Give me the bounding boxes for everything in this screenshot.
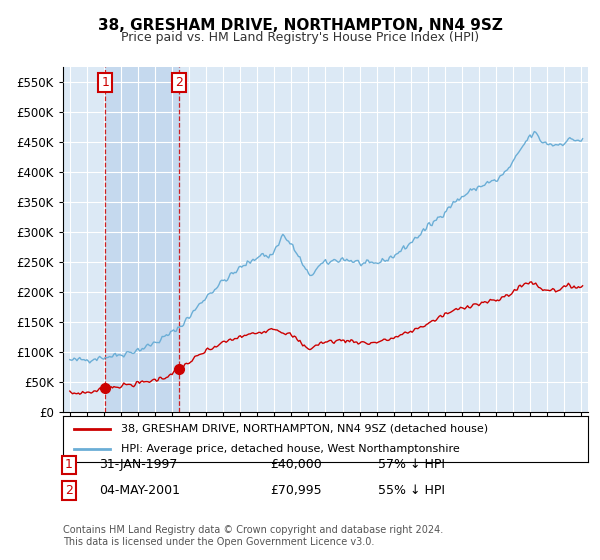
Text: 2: 2 — [175, 76, 182, 89]
Bar — [105, 67, 179, 412]
Text: Contains HM Land Registry data © Crown copyright and database right 2024.
This d: Contains HM Land Registry data © Crown c… — [63, 525, 443, 547]
Text: £40,000: £40,000 — [270, 458, 322, 472]
Text: 38, GRESHAM DRIVE, NORTHAMPTON, NN4 9SZ: 38, GRESHAM DRIVE, NORTHAMPTON, NN4 9SZ — [98, 18, 502, 33]
Text: 38, GRESHAM DRIVE, NORTHAMPTON, NN4 9SZ (detached house): 38, GRESHAM DRIVE, NORTHAMPTON, NN4 9SZ … — [121, 424, 488, 434]
Text: 31-JAN-1997: 31-JAN-1997 — [99, 458, 178, 472]
Text: 2: 2 — [65, 484, 73, 497]
Text: £70,995: £70,995 — [270, 484, 322, 497]
Text: 1: 1 — [65, 458, 73, 472]
Text: 04-MAY-2001: 04-MAY-2001 — [99, 484, 180, 497]
Text: HPI: Average price, detached house, West Northamptonshire: HPI: Average price, detached house, West… — [121, 444, 460, 454]
Text: 57% ↓ HPI: 57% ↓ HPI — [378, 458, 445, 472]
Text: Price paid vs. HM Land Registry's House Price Index (HPI): Price paid vs. HM Land Registry's House … — [121, 31, 479, 44]
Text: 55% ↓ HPI: 55% ↓ HPI — [378, 484, 445, 497]
Text: 1: 1 — [101, 76, 109, 89]
